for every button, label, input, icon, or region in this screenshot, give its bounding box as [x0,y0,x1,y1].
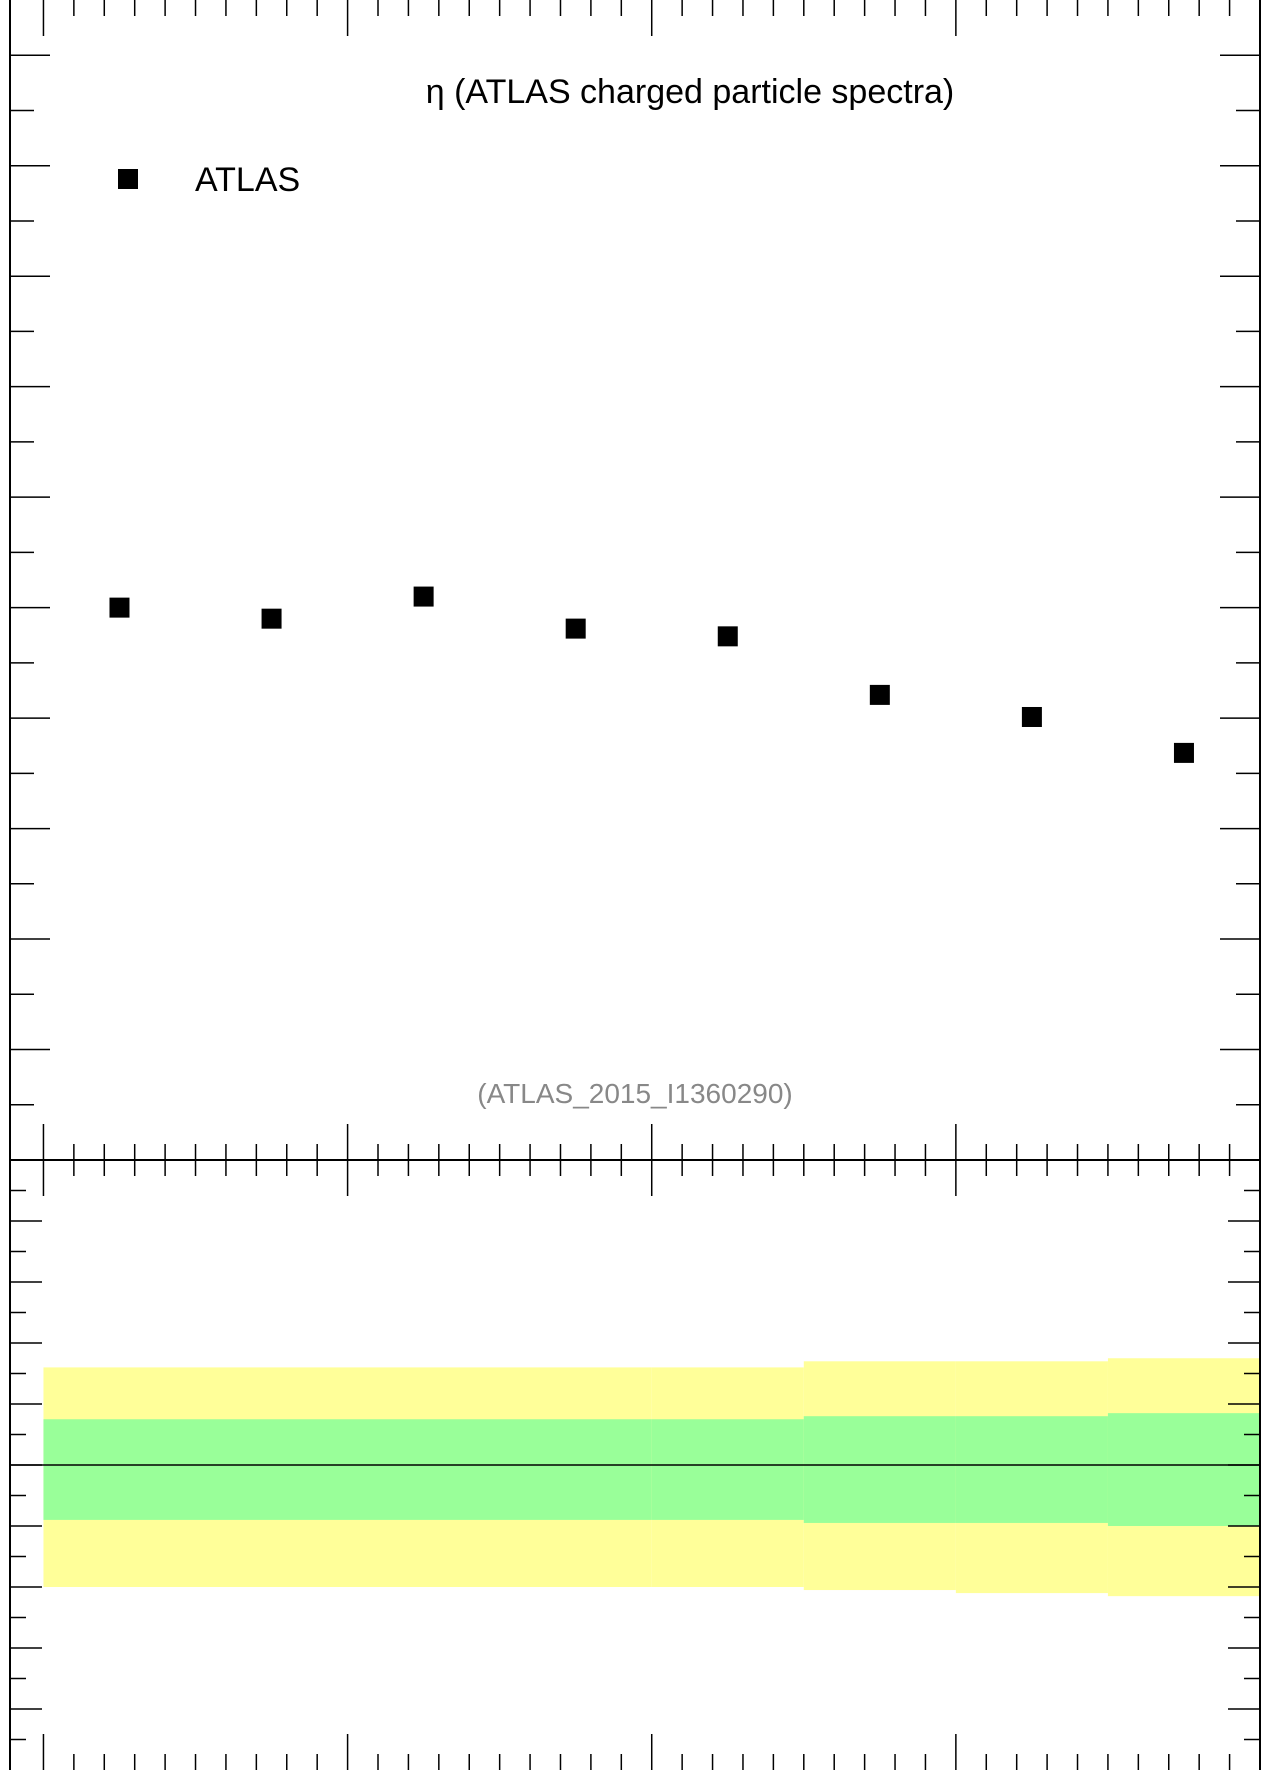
ratio-band-1-segment [1107,1413,1260,1526]
ratio-band-1-segment [43,1419,652,1520]
data-point [1021,706,1042,727]
data-point [869,684,890,705]
data-point [717,626,738,647]
data-point [109,597,130,618]
legend-label: ATLAS [195,161,300,199]
data-point [1173,742,1194,763]
legend-marker [118,169,138,189]
ratio-panel-ticks [10,1160,1261,1770]
data-points [109,586,1194,763]
ratio-band-1-segment [651,1419,804,1520]
chart-title: η (ATLAS charged particle spectra) [426,73,955,111]
ratio-panel-frame [9,1159,1261,1770]
data-point [261,608,282,629]
main-panel-ticks [10,0,1261,1160]
data-point [565,618,586,639]
analysis-reference: (ATLAS_2015_I1360290) [477,1078,793,1109]
ratio-band-1-segment [803,1416,956,1523]
ratio-error-bands [43,1358,1260,1597]
legend: ATLAS [118,161,300,199]
ratio-band-1-segment [955,1416,1108,1523]
data-point [413,586,434,607]
